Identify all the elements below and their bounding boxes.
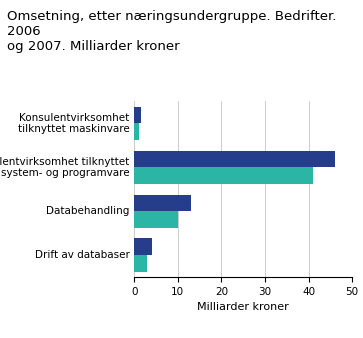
Bar xyxy=(134,239,152,255)
Bar xyxy=(134,195,191,211)
X-axis label: Milliarder kroner: Milliarder kroner xyxy=(197,303,289,312)
Bar xyxy=(134,167,313,184)
Legend: 2006, 2007: 2006, 2007 xyxy=(179,336,307,338)
Text: Omsetning, etter næringsundergruppe. Bedrifter. 2006
og 2007. Milliarder kroner: Omsetning, etter næringsundergruppe. Bed… xyxy=(7,10,337,53)
Bar xyxy=(134,151,335,167)
Bar xyxy=(134,255,147,272)
Bar xyxy=(134,123,139,140)
Bar xyxy=(134,211,178,228)
Bar xyxy=(134,107,141,123)
